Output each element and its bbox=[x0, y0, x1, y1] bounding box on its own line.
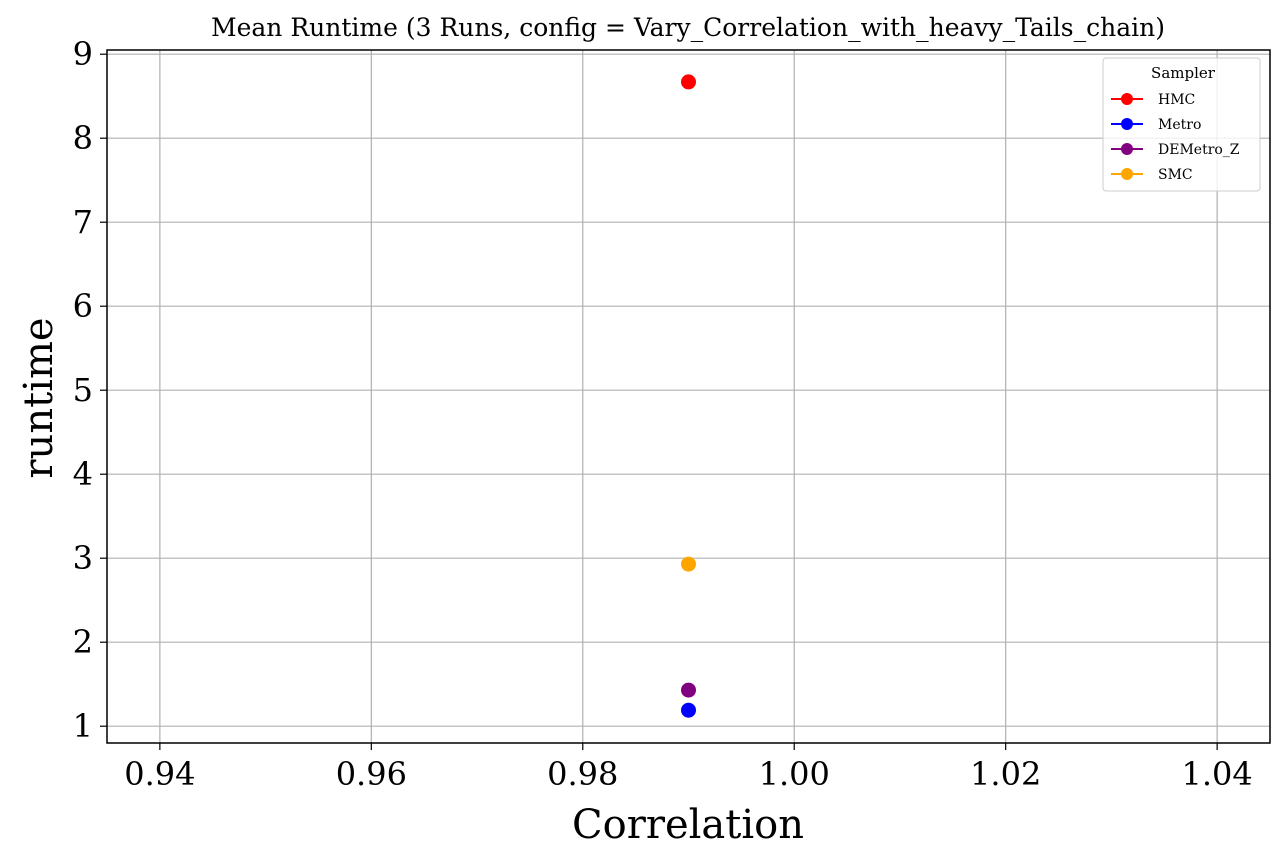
y-tick-label: 8 bbox=[73, 119, 93, 157]
y-tick-label: 5 bbox=[73, 371, 93, 409]
y-tick-label: 2 bbox=[73, 623, 93, 661]
legend-entries: HMC Metro DEMetro_Z SMC bbox=[1111, 92, 1240, 183]
legend-box bbox=[1102, 57, 1261, 192]
legend-marker-hmc bbox=[1121, 93, 1133, 105]
y-tick-label: 7 bbox=[73, 203, 93, 241]
data-point-metro bbox=[681, 702, 696, 718]
legend-marker-smc bbox=[1121, 168, 1133, 180]
legend-entry-demetro-z: DEMetro_Z bbox=[1111, 142, 1240, 158]
x-tick-label: 1.04 bbox=[1182, 755, 1253, 793]
data-point-hmc bbox=[681, 74, 696, 90]
chart-title: Mean Runtime (3 Runs, config = Vary_Corr… bbox=[211, 13, 1165, 42]
legend-label-hmc: HMC bbox=[1158, 92, 1195, 108]
y-axis-label: runtime bbox=[16, 317, 62, 478]
x-tick-label: 1.00 bbox=[759, 755, 830, 793]
data-point-demetro-z bbox=[681, 682, 696, 698]
legend-entry-smc: SMC bbox=[1111, 167, 1193, 183]
y-tick-label: 4 bbox=[73, 455, 93, 493]
ticks-layer: 0.94 0.96 0.98 1.00 1.02 1.04 1 2 3 4 5 6 7 8 9 bbox=[73, 35, 1253, 793]
x-axis-label: Correlation bbox=[572, 802, 804, 848]
legend-entry-metro: Metro bbox=[1111, 117, 1201, 133]
legend-entry-hmc: HMC bbox=[1111, 92, 1195, 108]
plot-frame bbox=[106, 49, 1271, 744]
legend: Sampler HMC Metro DEMetro_Z SMC bbox=[1102, 57, 1261, 192]
legend-label-metro: Metro bbox=[1158, 117, 1201, 133]
y-tick-label: 6 bbox=[73, 287, 93, 325]
data-point-smc bbox=[681, 556, 696, 572]
legend-label-smc: SMC bbox=[1158, 167, 1193, 183]
x-tick-label: 1.02 bbox=[970, 755, 1041, 793]
x-tick-label: 0.94 bbox=[124, 755, 195, 793]
x-tick-label: 0.96 bbox=[336, 755, 407, 793]
y-tick-label: 9 bbox=[73, 35, 93, 73]
legend-marker-metro bbox=[1121, 118, 1133, 130]
y-tick-label: 3 bbox=[73, 539, 93, 577]
legend-label-demetro-z: DEMetro_Z bbox=[1158, 142, 1240, 158]
points-layer bbox=[681, 74, 696, 718]
x-tick-label: 0.98 bbox=[547, 755, 618, 793]
legend-marker-demetro-z bbox=[1121, 143, 1133, 155]
legend-title: Sampler bbox=[1151, 64, 1216, 82]
axes-layer bbox=[106, 49, 1271, 744]
y-tick-label: 1 bbox=[73, 707, 93, 745]
